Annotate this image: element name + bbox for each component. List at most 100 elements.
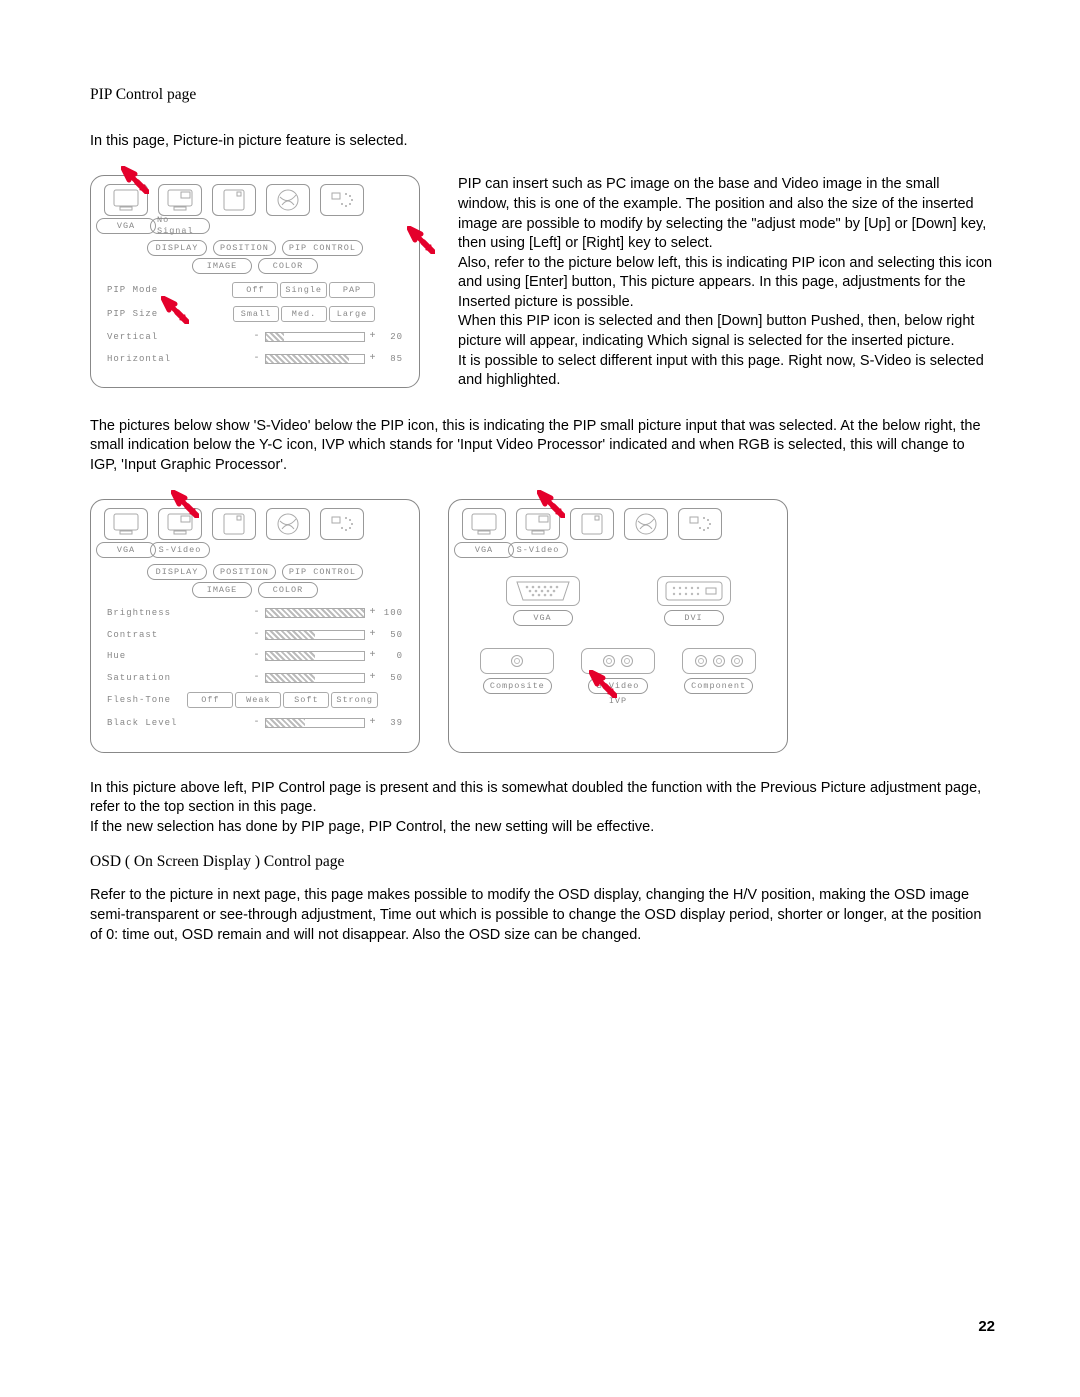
slider-track[interactable] bbox=[265, 354, 365, 364]
slider-track[interactable] bbox=[265, 651, 365, 661]
slider-value: 0 bbox=[381, 650, 403, 662]
minus-icon[interactable]: - bbox=[253, 606, 261, 620]
doc-icon bbox=[212, 184, 256, 216]
option-row: Brightness-+100 bbox=[107, 606, 403, 620]
component-icon bbox=[682, 648, 756, 674]
tab-display[interactable]: DISPLAY bbox=[147, 240, 207, 256]
option-med[interactable]: Med. bbox=[281, 306, 327, 322]
src-vga-label: VGA bbox=[96, 542, 156, 558]
dots-icon bbox=[678, 508, 722, 540]
rca-component-label: Component bbox=[684, 678, 753, 694]
description-line: Also, refer to the picture below left, t… bbox=[458, 254, 995, 313]
monitor-icon bbox=[104, 508, 148, 540]
option-strong[interactable]: Strong bbox=[331, 692, 378, 708]
dvi-port-icon bbox=[657, 576, 731, 606]
plus-icon[interactable]: + bbox=[369, 606, 377, 620]
after-paragraph: In this picture above left, PIP Control … bbox=[90, 779, 995, 838]
osd-paragraph: Refer to the picture in next page, this … bbox=[90, 886, 995, 945]
option-label: Saturation bbox=[107, 672, 193, 684]
minus-icon[interactable]: - bbox=[253, 352, 261, 366]
tab-color[interactable]: COLOR bbox=[258, 582, 318, 598]
conn-dvi-label: DVI bbox=[664, 610, 724, 626]
tab-row: DISPLAY POSITION PIP CONTROL bbox=[101, 240, 409, 256]
option-large[interactable]: Large bbox=[329, 306, 375, 322]
option-row: PIP Size SmallMed.Large bbox=[107, 306, 403, 322]
option-off[interactable]: Off bbox=[232, 282, 278, 298]
tab-color[interactable]: COLOR bbox=[258, 258, 318, 274]
option-pap[interactable]: PAP bbox=[329, 282, 375, 298]
slider-value: 85 bbox=[381, 353, 403, 365]
slider-value: 50 bbox=[381, 629, 403, 641]
plus-icon[interactable]: + bbox=[369, 628, 377, 642]
plus-icon[interactable]: + bbox=[369, 649, 377, 663]
minus-icon[interactable]: - bbox=[253, 330, 261, 344]
option-row: Hue-+0 bbox=[107, 649, 403, 663]
arrow-icon bbox=[407, 226, 435, 254]
tab-position[interactable]: POSITION bbox=[213, 564, 276, 580]
page-number: 22 bbox=[978, 1317, 995, 1337]
minus-icon[interactable]: - bbox=[253, 716, 261, 730]
svideo-icon bbox=[581, 648, 655, 674]
slider-value: 20 bbox=[381, 331, 403, 343]
ivp-label: IVP bbox=[581, 696, 655, 707]
plus-icon[interactable]: + bbox=[369, 352, 377, 366]
dots-icon bbox=[320, 184, 364, 216]
minus-icon[interactable]: - bbox=[253, 628, 261, 642]
option-label: PIP Size bbox=[107, 308, 193, 320]
osd-pip-panel: VGA No Signal DISPLAY POSITION PIP CONTROL… bbox=[90, 175, 420, 388]
tab-row2: IMAGE COLOR bbox=[101, 582, 409, 598]
option-label: Horizontal bbox=[107, 353, 193, 365]
doc-icon bbox=[570, 508, 614, 540]
option-soft[interactable]: Soft bbox=[283, 692, 329, 708]
composite-icon bbox=[480, 648, 554, 674]
monitor-icon bbox=[104, 184, 148, 216]
tab-position[interactable]: POSITION bbox=[213, 240, 276, 256]
tab-image[interactable]: IMAGE bbox=[192, 258, 252, 274]
option-label: Black Level bbox=[107, 717, 193, 729]
tab-image[interactable]: IMAGE bbox=[192, 582, 252, 598]
src-vga-label: VGA bbox=[96, 218, 156, 234]
vga-port-icon bbox=[506, 576, 580, 606]
dots-icon bbox=[320, 508, 364, 540]
globe-icon bbox=[624, 508, 668, 540]
description-line: When this PIP icon is selected and then … bbox=[458, 312, 995, 351]
rca-composite-label: Composite bbox=[483, 678, 552, 694]
rca-svideo-label: S-Video bbox=[588, 678, 648, 694]
slider-value: 50 bbox=[381, 672, 403, 684]
slider-track[interactable] bbox=[265, 332, 365, 342]
osd-heading: OSD ( On Screen Display ) Control page bbox=[90, 852, 995, 873]
option-row: Horizontal - +85 bbox=[107, 352, 403, 366]
plus-icon[interactable]: + bbox=[369, 716, 377, 730]
option-small[interactable]: Small bbox=[233, 306, 279, 322]
src-nosignal-label: No Signal bbox=[150, 218, 210, 234]
minus-icon[interactable]: - bbox=[253, 649, 261, 663]
description-line: It is possible to select different input… bbox=[458, 352, 995, 391]
option-label: Vertical bbox=[107, 331, 193, 343]
tab-pip-control[interactable]: PIP CONTROL bbox=[282, 240, 363, 256]
monitor-pip-icon bbox=[158, 508, 202, 540]
slider-track[interactable] bbox=[265, 673, 365, 683]
osd-input-panel: VGA S-Video VGA DVI Composi bbox=[448, 499, 788, 753]
plus-icon[interactable]: + bbox=[369, 671, 377, 685]
option-row: Flesh-ToneOffWeakSoftStrong bbox=[107, 692, 403, 708]
globe-icon bbox=[266, 508, 310, 540]
tab-pip-control[interactable]: PIP CONTROL bbox=[282, 564, 363, 580]
option-row: Saturation - +50 bbox=[107, 671, 403, 685]
plus-icon[interactable]: + bbox=[369, 330, 377, 344]
slider-track[interactable] bbox=[265, 630, 365, 640]
option-row: PIP ModeOffSinglePAP bbox=[107, 282, 403, 298]
doc-icon bbox=[212, 508, 256, 540]
option-label: Contrast bbox=[107, 629, 193, 641]
src-vga-label: VGA bbox=[454, 542, 514, 558]
right-description: PIP can insert such as PC image on the b… bbox=[458, 175, 995, 390]
tab-display[interactable]: DISPLAY bbox=[147, 564, 207, 580]
option-single[interactable]: Single bbox=[280, 282, 327, 298]
option-off[interactable]: Off bbox=[187, 692, 233, 708]
slider-value: 39 bbox=[381, 717, 403, 729]
option-weak[interactable]: Weak bbox=[235, 692, 281, 708]
mid-paragraph: The pictures below show 'S-Video' below … bbox=[90, 417, 995, 476]
slider-track[interactable] bbox=[265, 608, 365, 618]
minus-icon[interactable]: - bbox=[253, 671, 261, 685]
option-row: Black Level - +39 bbox=[107, 716, 403, 730]
slider-track[interactable] bbox=[265, 718, 365, 728]
